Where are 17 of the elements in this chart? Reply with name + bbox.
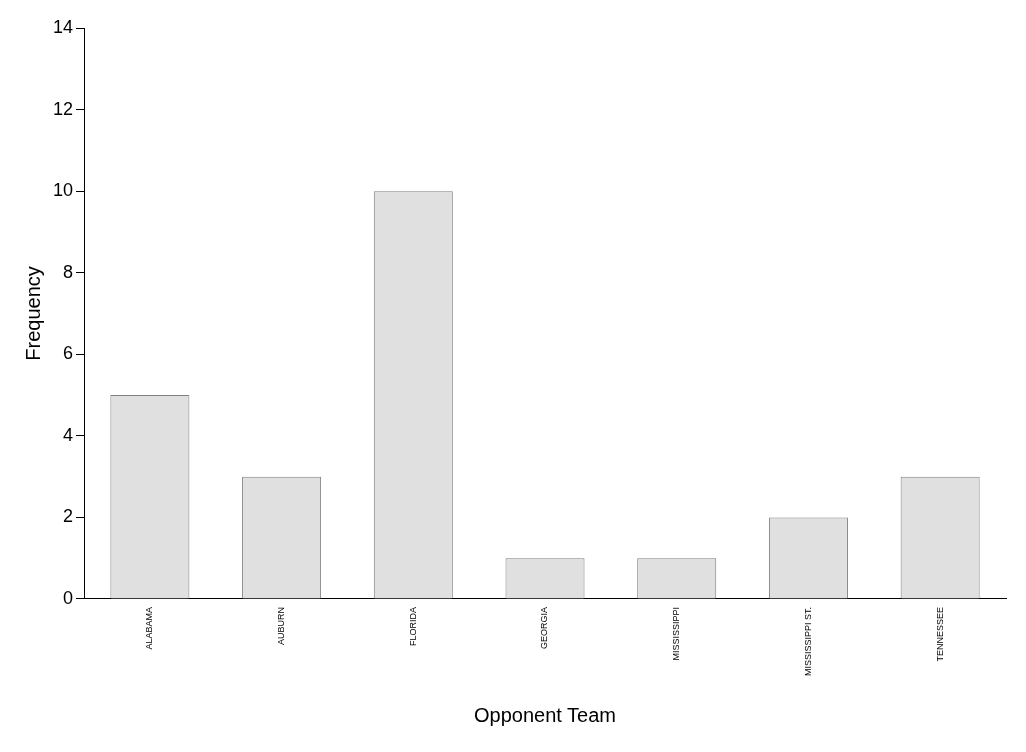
y-tick-label: 10 <box>52 180 74 201</box>
x-tick-label: GEORGIA <box>539 606 550 649</box>
y-tick-label: 2 <box>63 506 74 527</box>
x-tick-label: ALABAMA <box>144 606 155 650</box>
y-tick-label: 12 <box>52 98 74 119</box>
y-tick-label: 6 <box>63 343 74 364</box>
y-tick-label: 14 <box>52 16 74 37</box>
x-tick-label: MISSISSIPPI ST. <box>802 606 813 677</box>
x-tick-label: FLORIDA <box>407 606 418 646</box>
y-axis-title: Frequency <box>21 266 44 361</box>
y-tick-label: 4 <box>63 424 74 445</box>
x-tick-label: AUBURN <box>276 606 287 645</box>
x-tick-label: TENNESSEE <box>934 606 945 662</box>
x-axis-title: Opponent Team <box>474 703 616 726</box>
x-tick-label: MISSISSIPPI <box>671 606 682 661</box>
y-tick-label: 0 <box>63 587 74 608</box>
y-tick-label: 8 <box>63 261 74 282</box>
